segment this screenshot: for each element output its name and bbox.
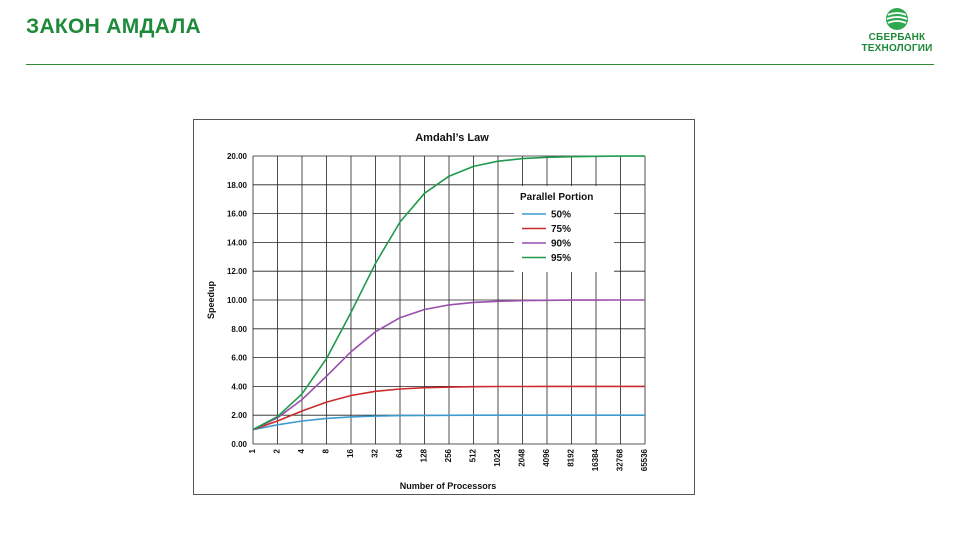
sberbank-logo-icon — [886, 8, 908, 30]
legend-entry: 75% — [551, 224, 571, 235]
x-tick-label: 32 — [371, 448, 380, 457]
y-tick-label: 16.00 — [227, 210, 248, 219]
y-tick-label: 6.00 — [231, 354, 247, 363]
y-tick-label: 8.00 — [231, 325, 247, 334]
y-tick-label: 0.00 — [231, 440, 247, 449]
x-tick-label: 16384 — [591, 448, 600, 471]
series-line — [252, 385, 645, 431]
legend-entry: 90% — [551, 239, 571, 250]
x-tick-label: 4 — [297, 448, 306, 453]
y-tick-label: 2.00 — [231, 411, 247, 420]
logo-line-1: СБЕРБАНК — [868, 32, 926, 43]
series-line — [252, 299, 645, 431]
legend: Parallel Portion 50% 75% 90% 95% — [514, 186, 614, 272]
sberbank-technology-logo: СБЕРБАНК ТЕХНОЛОГИИ — [852, 6, 942, 64]
logo-line-2: ТЕХНОЛОГИИ — [861, 43, 933, 54]
x-tick-label: 32768 — [616, 448, 625, 471]
legend-entry: 50% — [551, 210, 571, 221]
x-tick-label: 2048 — [518, 448, 527, 466]
amdahl-chart: Amdahl’s Law 1 2 4 8 16 32 64 128 256 512 1024 2048… — [206, 132, 649, 491]
y-tick-label: 18.00 — [227, 181, 248, 190]
x-tick-label: 64 — [395, 448, 404, 457]
series-layer — [252, 155, 645, 431]
chart-panel: Amdahl’s Law 1 2 4 8 16 32 64 128 256 512 1024 2048… — [193, 119, 695, 495]
legend-entry: 95% — [551, 253, 571, 264]
y-tick-label: 12.00 — [227, 267, 248, 276]
x-tick-label: 128 — [420, 448, 429, 462]
x-tick-label: 65536 — [640, 448, 649, 471]
x-tick-label: 512 — [469, 448, 478, 462]
tick-layer: 1 2 4 8 16 32 64 128 256 512 1024 2048 4096 8192 16384… — [227, 152, 649, 471]
y-tick-label: 20.00 — [227, 152, 248, 161]
x-tick-label: 4096 — [542, 448, 551, 466]
x-tick-label: 256 — [444, 448, 453, 462]
x-tick-label: 8 — [322, 448, 331, 453]
chart-title: Amdahl’s Law — [415, 132, 489, 144]
legend-title: Parallel Portion — [520, 192, 593, 203]
x-tick-label: 1 — [248, 448, 257, 453]
x-axis-label: Number of Processors — [400, 481, 497, 491]
x-tick-label: 2 — [273, 448, 282, 453]
x-tick-label: 1024 — [493, 448, 502, 466]
series-line — [252, 414, 645, 431]
slide-title: ЗАКОН АМДАЛА — [26, 15, 202, 38]
y-tick-label: 10.00 — [227, 296, 248, 305]
y-axis-label: Speedup — [206, 281, 216, 320]
x-tick-label: 8192 — [567, 448, 576, 466]
y-tick-label: 4.00 — [231, 382, 247, 391]
x-tick-label: 16 — [346, 448, 355, 457]
series-line — [252, 155, 645, 431]
y-tick-label: 14.00 — [227, 238, 248, 247]
title-divider — [26, 64, 934, 65]
